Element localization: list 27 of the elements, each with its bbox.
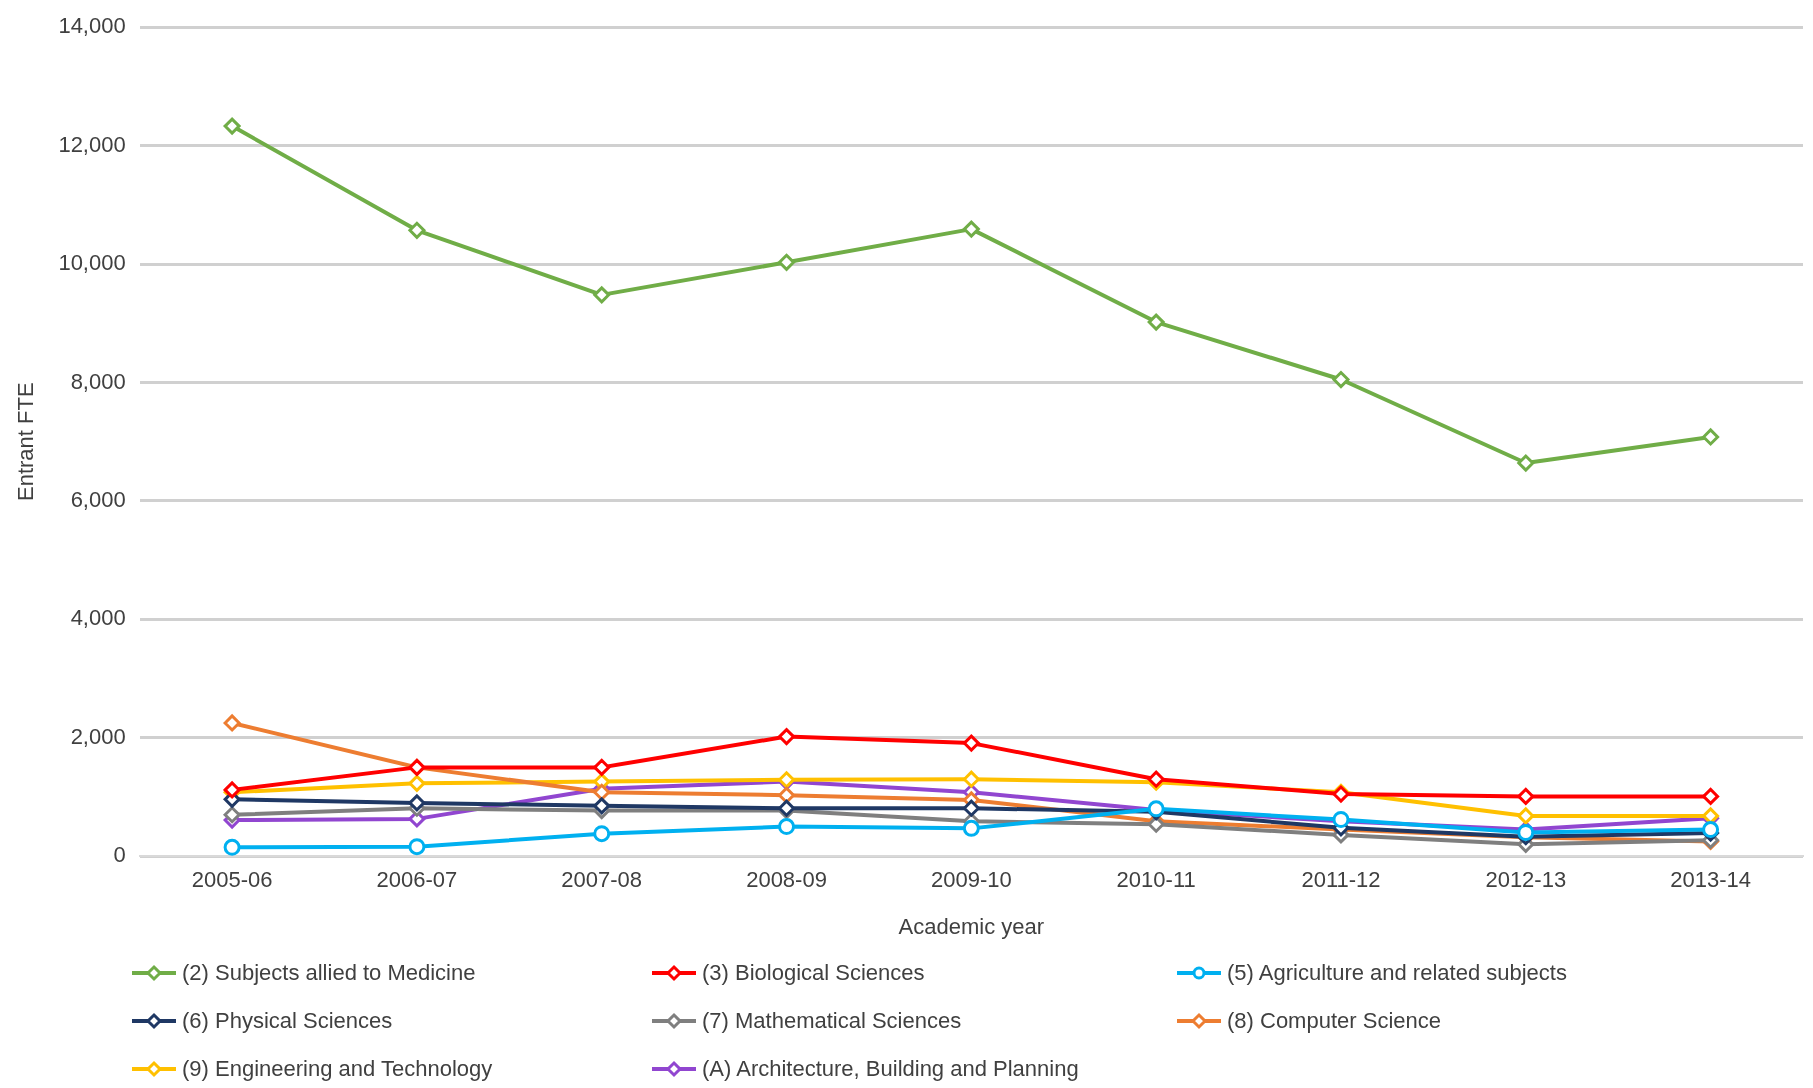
x-tick-label: 2010-11: [1116, 867, 1196, 893]
y-tick-label: 4,000: [70, 605, 126, 631]
legend-label: (5) Agriculture and related subjects: [1227, 960, 1567, 986]
legend-label: (2) Subjects allied to Medicine: [182, 960, 476, 986]
x-tick-label: 2005-06: [191, 867, 273, 893]
y-tick-label: 14,000: [58, 13, 126, 39]
legend-label: (A) Architecture, Building and Planning: [702, 1056, 1079, 1082]
x-tick-label: 2009-10: [930, 867, 1012, 893]
legend-label: (8) Computer Science: [1227, 1008, 1441, 1034]
y-tick-label: 8,000: [70, 368, 126, 394]
x-tick-label: 2006-07: [376, 867, 458, 893]
x-axis-title: Academic year: [898, 913, 1045, 939]
legend-label: (3) Biological Sciences: [702, 960, 925, 986]
y-tick-label: 12,000: [58, 131, 126, 157]
y-tick-label: 0: [113, 842, 126, 868]
x-tick-label: 2007-08: [561, 867, 643, 893]
x-tick-label: 2013-14: [1670, 867, 1751, 893]
x-tick-label: 2008-09: [746, 867, 827, 893]
y-tick-label: 2,000: [70, 723, 126, 749]
legend-label: (7) Mathematical Sciences: [702, 1008, 962, 1034]
x-tick-label: 2012-13: [1485, 867, 1567, 893]
x-tick-label: 2011-12: [1301, 867, 1381, 893]
legend-label: (6) Physical Sciences: [182, 1008, 393, 1034]
y-tick-label: 10,000: [58, 250, 126, 276]
y-tick-label: 6,000: [70, 486, 126, 512]
legend-label: (9) Engineering and Technology: [182, 1056, 493, 1082]
y-axis-title: Entrant FTE: [13, 382, 39, 501]
